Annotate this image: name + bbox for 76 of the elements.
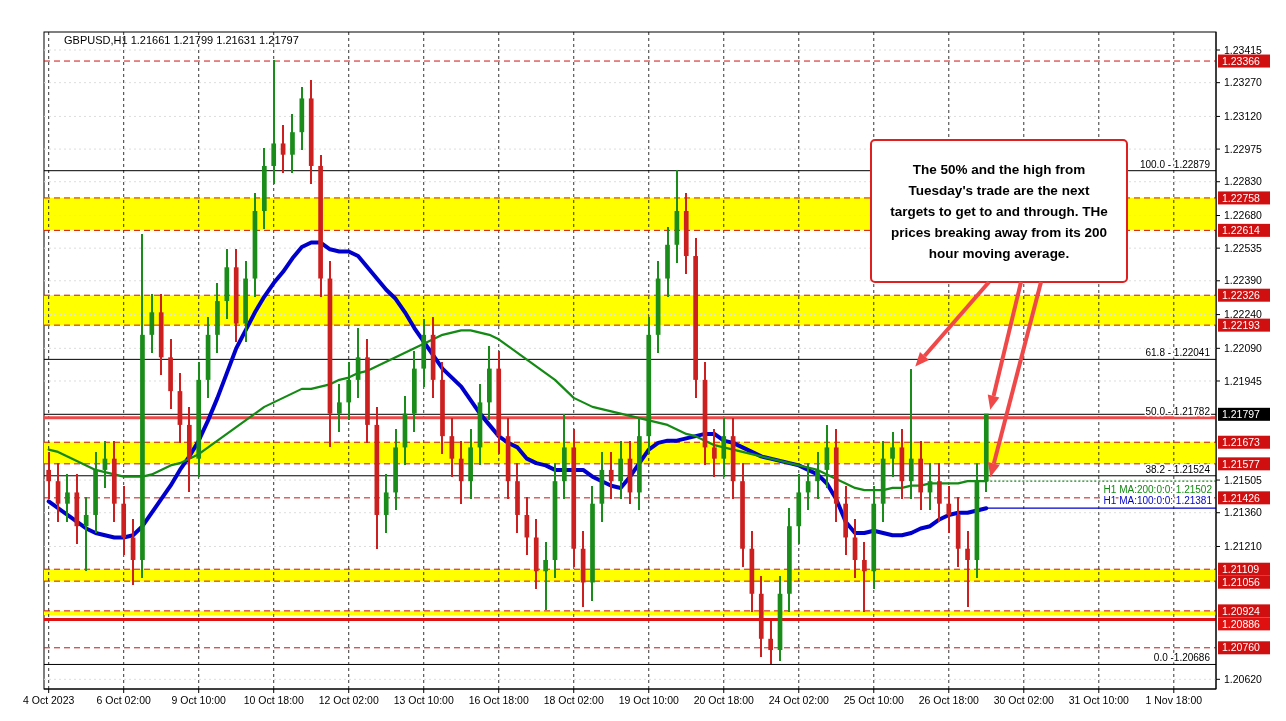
candlestick: [890, 430, 895, 478]
ref-line-label: 1.21797: [1222, 407, 1261, 420]
x-tick-label: 10 Oct 18:00: [243, 694, 304, 706]
annotation: 50.0 - 1.21782: [1145, 405, 1211, 417]
candlestick: [965, 529, 970, 609]
x-tick-label: 31 Oct 10:00: [1068, 694, 1130, 706]
ref-line-label: 1.21426: [1222, 491, 1261, 504]
annotation: 38.2 - 1.21524: [1145, 463, 1211, 475]
x-tick-label: 30 Oct 02:00: [993, 694, 1055, 706]
ref-line-label: 1.22193: [1222, 318, 1261, 331]
ref-line-label: 1.20924: [1222, 604, 1261, 617]
x-tick-label: 9 Oct 10:00: [171, 694, 226, 706]
annotation: 0.0 -1.20686: [1153, 652, 1211, 664]
ref-line-label: 1.22326: [1222, 288, 1261, 301]
candlestick: [346, 360, 352, 422]
ref-line-label: 1.23366: [1222, 54, 1261, 67]
ref-line-label: 1.20886: [1222, 617, 1261, 630]
candlestick: [65, 473, 70, 523]
x-tick-label: 24 Oct 02:00: [768, 694, 829, 706]
ref-line-label: 1.22758: [1222, 191, 1261, 204]
x-tick-label: 16 Oct 18:00: [468, 694, 529, 706]
ref-line-label: 1.21109: [1222, 562, 1260, 575]
y-tick-label: 1.22975: [1224, 142, 1263, 155]
x-tick-label: 4 Oct 2023: [23, 694, 75, 706]
candlestick: [946, 484, 952, 534]
annotation: 100.0 - 1.22879: [1139, 158, 1211, 170]
y-tick-label: 1.22240: [1224, 308, 1263, 321]
candlestick: [46, 450, 52, 501]
x-tick-label: 1 Nov 18:00: [1145, 694, 1203, 706]
candlestick: [721, 417, 727, 478]
candlestick: [712, 428, 717, 478]
ref-line-label: 1.21577: [1222, 457, 1261, 470]
candlestick: [337, 383, 342, 433]
candlestick: [271, 59, 277, 185]
candlestick: [618, 439, 623, 501]
y-tick-label: 1.21505: [1224, 473, 1263, 486]
candlestick: [768, 619, 773, 665]
annotation: 61.8 - 1.22041: [1145, 347, 1211, 359]
y-tick-label: 1.23120: [1224, 110, 1263, 123]
candlestick: [290, 113, 295, 174]
y-tick-label: 1.23415: [1224, 43, 1263, 56]
y-tick-label: 1.22680: [1224, 209, 1263, 222]
ref-line-label: 1.21673: [1222, 435, 1261, 448]
x-tick-label: 26 Oct 18:00: [918, 694, 980, 706]
x-tick-label: 20 Oct 18:00: [693, 694, 754, 706]
chart-title: GBPUSD,H1 1.21661 1.21799 1.21631 1.21797: [64, 34, 299, 46]
annotation: The 50% and the high from Tuesday's trade are the next targets to get to and through. THe prices breaking away from its 200 hour moving average.: [890, 161, 1109, 261]
ref-line-label: 1.22614: [1222, 224, 1261, 237]
candlestick: [149, 293, 155, 354]
candlestick: [543, 540, 548, 611]
x-tick-label: 25 Oct 10:00: [843, 694, 904, 706]
x-tick-label: 12 Oct 02:00: [318, 694, 379, 706]
x-tick-label: 18 Oct 02:00: [543, 694, 604, 706]
candlestick: [608, 450, 614, 501]
x-tick-label: 13 Oct 10:00: [393, 694, 454, 706]
candlestick: [383, 473, 389, 534]
x-tick-label: 6 Oct 02:00: [96, 694, 151, 706]
candlestick: [937, 462, 942, 523]
y-tick-label: 1.21210: [1224, 540, 1263, 553]
candlestick: [458, 439, 464, 505]
text: H1 MA:200:0:0: 1.21502: [1103, 484, 1213, 496]
y-tick-label: 1.22830: [1224, 175, 1263, 188]
candlestick: [83, 495, 89, 573]
candlestick: [862, 540, 867, 613]
candlestick: [280, 124, 286, 174]
y-tick-label: 1.22535: [1224, 241, 1263, 254]
ref-line-label: 1.21056: [1222, 575, 1261, 588]
y-tick-label: 1.22390: [1224, 274, 1263, 287]
y-tick-label: 1.22090: [1224, 342, 1263, 355]
x-tick-label: 19 Oct 10:00: [618, 694, 679, 706]
y-tick-label: 1.23270: [1224, 76, 1263, 89]
y-tick-label: 1.21360: [1224, 506, 1263, 519]
y-tick-label: 1.21945: [1224, 374, 1263, 387]
y-tick-label: 1.20620: [1224, 672, 1263, 685]
text: H1 MA:100:0:0: 1.21381: [1103, 495, 1213, 507]
ref-line-label: 1.20760: [1222, 641, 1261, 654]
